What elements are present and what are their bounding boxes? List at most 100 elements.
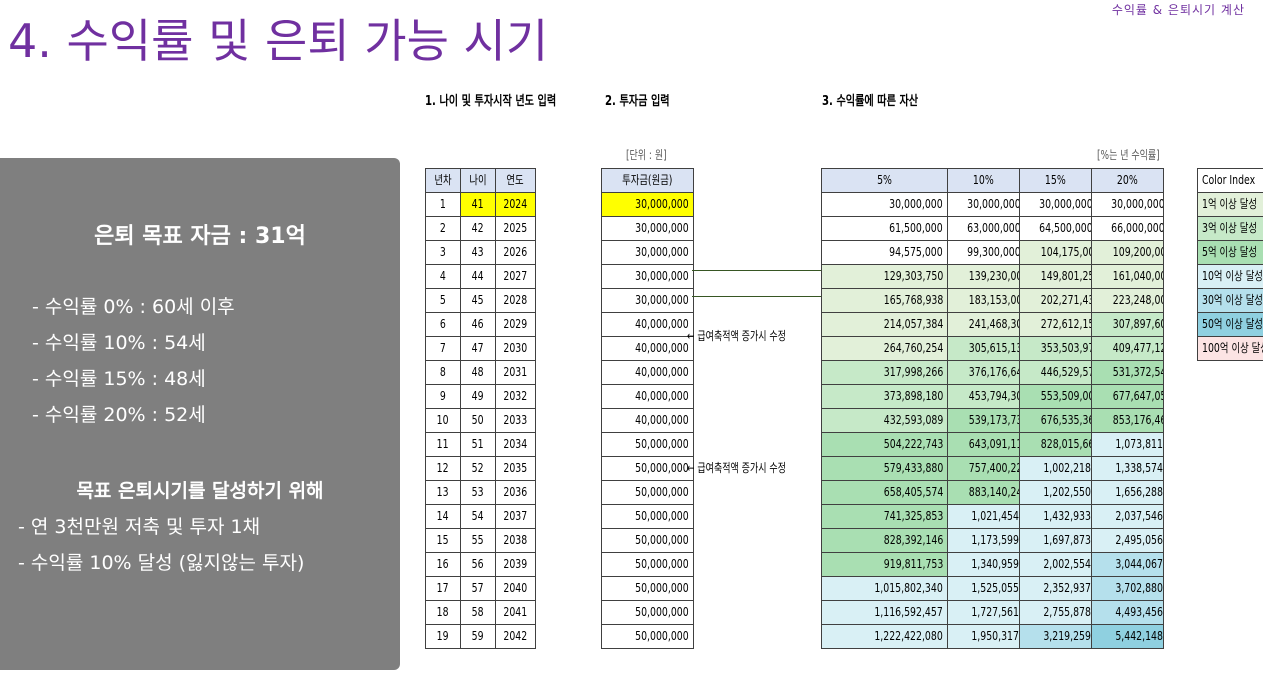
asset-cell: 317,998,266 (821, 360, 948, 385)
summary-panel: 은퇴 목표 자금 : 31억 - 수익률 0% : 60세 이후 - 수익률 1… (0, 158, 400, 670)
principal-cell-text: 30,000,000 (635, 293, 689, 307)
year-cell: 2035 (495, 456, 536, 481)
asset-cell-text: 30,000,000 (1039, 197, 1092, 211)
asset-cell-text: 317,998,266 (883, 365, 943, 379)
asset-cell-text: 214,057,384 (883, 317, 943, 331)
table-row: 129,303,750 139,230,000 149,801,250 161,040… (821, 264, 1164, 289)
table-row: 10 50 2033 (425, 408, 536, 433)
asset-cell-text: 4,493,456,867 (1115, 605, 1163, 619)
asset-cell-text: 30,000,000 (889, 197, 943, 211)
principal-cell-text: 30,000,000 (635, 269, 689, 283)
year-index-cell: 3 (425, 240, 461, 265)
asset-cell: 149,801,250 (1019, 264, 1092, 289)
principal-cell-text: 50,000,000 (635, 581, 689, 595)
table-row: 50,000,000 (601, 456, 694, 481)
age-cell[interactable]: 41 (460, 192, 496, 217)
table-row: 50,000,000 (601, 432, 694, 457)
asset-cell: 165,768,938 (821, 288, 948, 313)
year-index-cell: 11 (425, 432, 461, 457)
color-index-row: 3억 이상 달성 (1197, 216, 1263, 241)
asset-cell: 99,300,000 (947, 240, 1020, 265)
asset-cell-text: 30,000,000 (967, 197, 1020, 211)
asset-cell-text: 353,503,976 (1040, 341, 1091, 355)
investment-header-row: 투자금(원금) (601, 168, 694, 193)
table-row: 40,000,000 (601, 336, 694, 361)
age-cell: 56 (460, 552, 496, 577)
table-row: 61,500,000 63,000,000 64,500,000 66,000,000 (821, 216, 1164, 241)
table-row: 7 47 2030 (425, 336, 536, 361)
age-cell: 57 (460, 576, 496, 601)
principal-cell-text: 40,000,000 (635, 341, 689, 355)
asset-cell: 453,794,307 (947, 384, 1020, 409)
principal-cell-text: 40,000,000 (635, 413, 689, 427)
asset-cell: 579,433,880 (821, 456, 948, 481)
table-row: 214,057,384 241,468,300 272,612,153 307,897… (821, 312, 1164, 337)
asset-cell-text: 373,898,180 (883, 389, 943, 403)
age-cell: 50 (460, 408, 496, 433)
color-index-item: 1억 이상 달성 (1197, 192, 1263, 217)
asset-cell-text: 1,697,873,321 (1043, 533, 1091, 547)
age-cell: 47 (460, 336, 496, 361)
asset-cell-text: 2,495,056,057 (1115, 533, 1163, 547)
table-row: 9 49 2032 (425, 384, 536, 409)
principal-cell-text: 50,000,000 (635, 437, 689, 451)
year-index-cell-text: 4 (440, 269, 446, 283)
age-cell-text: 58 (472, 605, 484, 619)
age-cell: 54 (460, 504, 496, 529)
asset-cell-text: 741,325,853 (883, 509, 943, 523)
year-cell: 2032 (495, 384, 536, 409)
age-cell-text: 51 (472, 437, 484, 451)
year-cell-text: 2027 (503, 269, 528, 283)
year-index-cell-text: 14 (437, 509, 449, 523)
asset-cell-text: 149,801,250 (1040, 269, 1091, 283)
year-cell-text: 2028 (503, 293, 528, 307)
age-cell: 55 (460, 528, 496, 553)
year-index-cell: 13 (425, 480, 461, 505)
asset-cell-text: 129,303,750 (883, 269, 943, 283)
year-cell-text: 2037 (503, 509, 528, 523)
asset-cell: 1,727,561,196 (947, 600, 1020, 625)
table-row: 50,000,000 (601, 528, 694, 553)
color-index-table: Color Index 1억 이상 달성 3억 이상 달성 5억 이상 달성 10억 … (1197, 168, 1263, 361)
principal-cell-text: 50,000,000 (635, 605, 689, 619)
asset-cell-text: 1,021,454,270 (971, 509, 1019, 523)
year-index-cell: 19 (425, 624, 461, 649)
asset-cell-text: 432,593,089 (883, 413, 943, 427)
asset-cell-text: 446,529,573 (1040, 365, 1091, 379)
table-row: 1,116,592,457 1,727,561,196 2,755,878,087 4… (821, 600, 1164, 625)
year-cell-text: 2039 (503, 557, 528, 571)
table-row: 4 44 2027 (425, 264, 536, 289)
year-cell: 2042 (495, 624, 536, 649)
age-cell: 45 (460, 288, 496, 313)
asset-cell-text: 453,794,307 (968, 389, 1019, 403)
note-row-6: ← 급여축적액 증가시 수정 (687, 329, 786, 343)
year-index-cell-text: 1 (440, 197, 446, 211)
asset-cell: 3,044,067,269 (1091, 552, 1164, 577)
year-cell-text: 2035 (503, 461, 528, 475)
age-cell-text: 50 (472, 413, 484, 427)
goal-text: 은퇴 목표 자금 : 31억 (94, 224, 306, 249)
asset-cell: 2,755,878,087 (1019, 600, 1092, 625)
asset-cell-text: 1,202,550,715 (1043, 485, 1091, 499)
asset-cell: 241,468,300 (947, 312, 1020, 337)
asset-cell-text: 531,372,544 (1112, 365, 1163, 379)
principal-cell[interactable]: 30,000,000 (601, 192, 694, 217)
color-index-item: 3억 이상 달성 (1197, 216, 1263, 241)
asset-cell-text: 539,173,738 (968, 413, 1019, 427)
asset-cell-text: 676,535,360 (1040, 413, 1091, 427)
age-cell-text: 42 (472, 221, 484, 235)
table-row: 1,222,422,080 1,950,317,316 3,219,259,800 5… (821, 624, 1164, 649)
year-cell[interactable]: 2024 (495, 192, 536, 217)
strategy-line-2: - 수익률 10% 달성 (잃지않는 투자) (18, 552, 305, 574)
asset-cell-text: 61,500,000 (889, 221, 943, 235)
table-row: 14 54 2037 (425, 504, 536, 529)
asset-cell-text: 264,760,254 (883, 341, 943, 355)
asset-cell-text: 853,176,463 (1112, 413, 1163, 427)
col-header-rate-5: 5% (821, 168, 948, 193)
year-cell-text: 2026 (503, 245, 528, 259)
principal-cell: 30,000,000 (601, 264, 694, 289)
year-index-cell: 6 (425, 312, 461, 337)
principal-cell: 40,000,000 (601, 360, 694, 385)
connector-line-top (692, 270, 822, 271)
table-row: 50,000,000 (601, 600, 694, 625)
